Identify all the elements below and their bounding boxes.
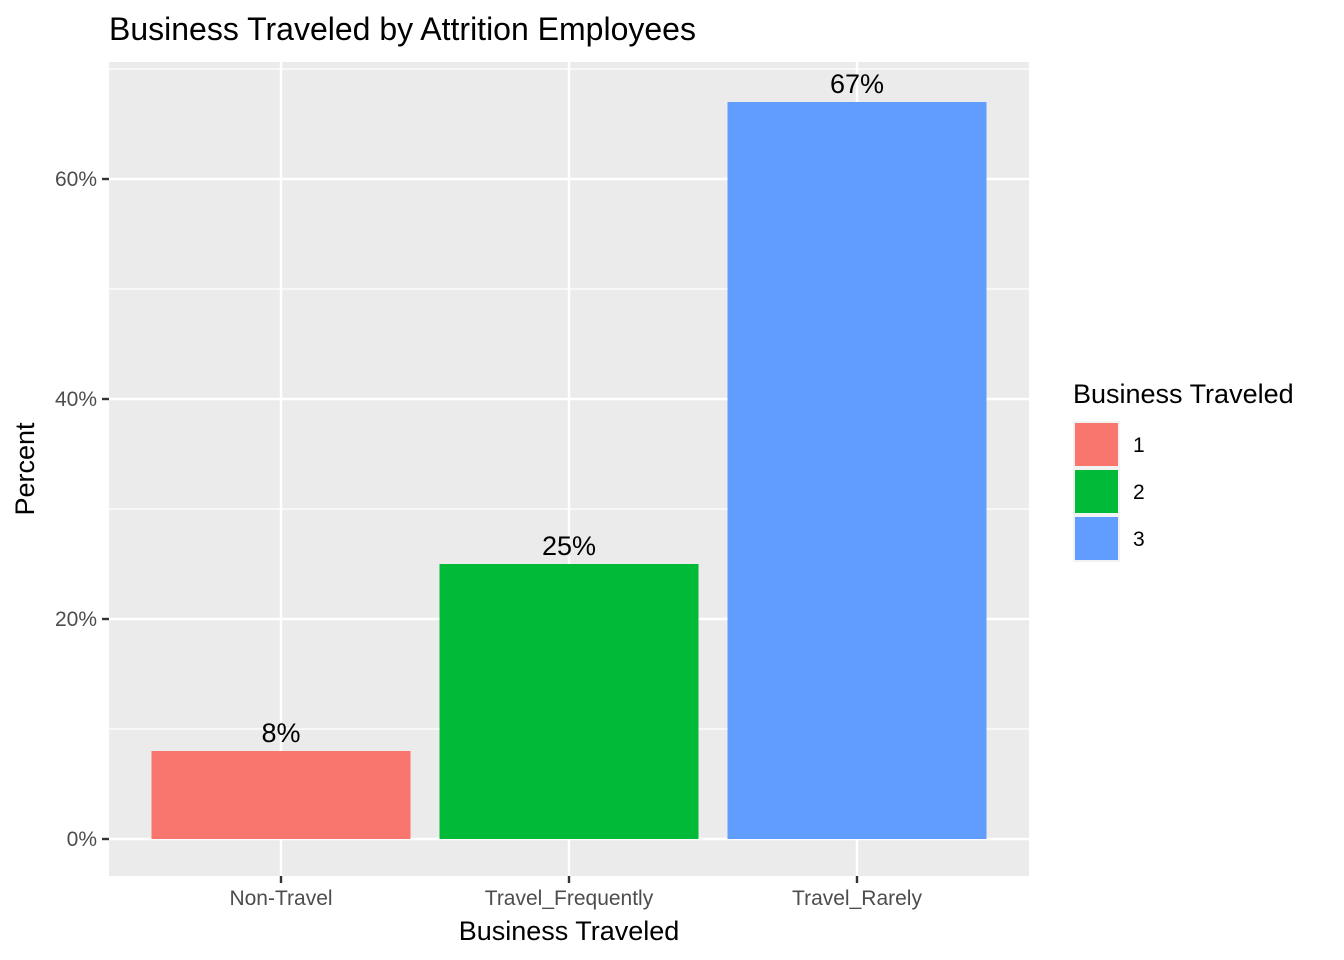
data-label: 25% bbox=[542, 531, 596, 561]
data-labels: 8% 25% 67% bbox=[261, 69, 884, 748]
legend: Business Traveled 1 2 3 bbox=[1073, 379, 1294, 562]
y-tick-label: 0% bbox=[67, 828, 97, 851]
y-tick-label: 40% bbox=[55, 388, 97, 411]
legend-label: 2 bbox=[1133, 481, 1145, 504]
x-tick-label: Non-Travel bbox=[229, 887, 332, 910]
y-tick-label: 60% bbox=[55, 168, 97, 191]
legend-swatch bbox=[1075, 423, 1118, 466]
y-axis-title: Percent bbox=[10, 422, 40, 516]
legend-label: 3 bbox=[1133, 528, 1145, 551]
legend-swatch bbox=[1075, 470, 1118, 513]
legend-swatch bbox=[1075, 517, 1118, 560]
bars bbox=[151, 102, 987, 839]
y-tick-label: 20% bbox=[55, 608, 97, 631]
bar-travel-rarely bbox=[727, 102, 987, 839]
x-tick-label: Travel_Frequently bbox=[485, 887, 654, 910]
bar-travel-frequently bbox=[439, 564, 699, 839]
bar-non-travel bbox=[151, 751, 411, 839]
x-tick-label: Travel_Rarely bbox=[792, 887, 922, 910]
data-label: 8% bbox=[261, 718, 300, 748]
x-axis-title: Business Traveled bbox=[459, 916, 680, 946]
y-axis: 0% 20% 40% 60% bbox=[55, 168, 109, 851]
legend-title: Business Traveled bbox=[1073, 379, 1294, 409]
data-label: 67% bbox=[830, 69, 884, 99]
x-axis: Non-Travel Travel_Frequently Travel_Rarely bbox=[229, 876, 922, 910]
chart-title: Business Traveled by Attrition Employees bbox=[109, 11, 696, 47]
legend-label: 1 bbox=[1133, 434, 1145, 457]
